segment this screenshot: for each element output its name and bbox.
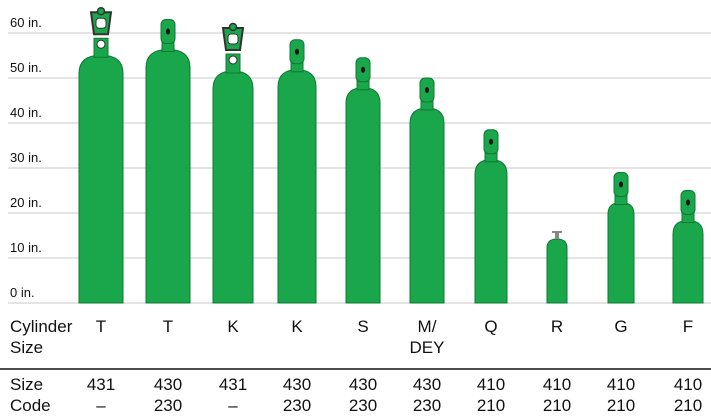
size-code: 230 — [283, 396, 311, 415]
cylinder — [607, 172, 635, 304]
size-code: 210 — [543, 396, 571, 415]
size-code: 230 — [349, 396, 377, 415]
valve-window — [227, 33, 239, 45]
cylinder — [672, 190, 704, 304]
size-code: 230 — [413, 396, 441, 415]
cylinder-body — [145, 48, 191, 304]
valve-dot — [295, 48, 299, 55]
size-code: 431 — [87, 375, 115, 394]
cylinder — [212, 22, 254, 304]
cylinder — [78, 7, 124, 304]
cylinder-size: Q — [484, 317, 497, 336]
cylinder-body — [78, 54, 124, 304]
cylinder-body — [409, 107, 445, 304]
size-code: 230 — [154, 396, 182, 415]
valve-dot — [361, 66, 365, 73]
y-tick-label: 30 in. — [10, 150, 42, 165]
cylinder-body — [672, 219, 704, 304]
y-tick-label: 0 in. — [10, 285, 35, 300]
size-code: 430 — [154, 375, 182, 394]
size-code: 210 — [607, 396, 635, 415]
size-code: 210 — [674, 396, 702, 415]
valve-stem — [555, 231, 559, 239]
valve-dot — [686, 199, 690, 206]
cylinder-body — [607, 201, 635, 304]
row-label: Size Code — [10, 375, 51, 415]
cylinder-size: G — [614, 317, 627, 336]
row-label: Cylinder Size — [10, 317, 73, 357]
cylinder-size: K — [227, 317, 239, 336]
valve-dot — [489, 138, 493, 145]
cylinder-size: K — [291, 317, 303, 336]
cylinder-size: T — [96, 317, 106, 336]
y-tick-label: 60 in. — [10, 15, 42, 30]
cylinder-body — [474, 159, 508, 304]
size-code: 410 — [674, 375, 702, 394]
size-code: 430 — [413, 375, 441, 394]
size-code: 210 — [477, 396, 505, 415]
cylinder — [474, 129, 508, 304]
cylinder-size: T — [163, 317, 173, 336]
size-code: – — [96, 396, 106, 415]
cylinder — [546, 231, 568, 304]
size-code: – — [228, 396, 238, 415]
valve-dot — [425, 87, 429, 93]
valve-window — [95, 17, 107, 29]
valve-knob — [96, 7, 106, 16]
valve-top — [552, 231, 562, 233]
size-code: 430 — [349, 375, 377, 394]
valve-knob — [228, 22, 238, 32]
cylinder-size: F — [683, 317, 693, 336]
size-code: 410 — [477, 375, 505, 394]
valve-port — [228, 55, 238, 65]
cylinder — [145, 19, 191, 304]
cylinder-size: S — [357, 317, 368, 336]
valve-dot — [619, 181, 623, 188]
valve-port — [96, 39, 106, 49]
cylinder-body — [345, 87, 381, 304]
cylinder — [277, 39, 317, 304]
y-tick-label: 20 in. — [10, 195, 42, 210]
cylinder-body — [212, 70, 254, 304]
y-tick-label: 10 in. — [10, 240, 42, 255]
y-tick-label: 40 in. — [10, 105, 42, 120]
cylinder-body — [546, 238, 568, 304]
size-code: 410 — [543, 375, 571, 394]
size-code: 430 — [283, 375, 311, 394]
valve-dot — [166, 28, 170, 35]
y-tick-label: 50 in. — [10, 60, 42, 75]
cylinder-size: M/DEY — [410, 317, 445, 357]
cylinder — [345, 57, 381, 304]
size-code: 410 — [607, 375, 635, 394]
cylinder-body — [277, 69, 317, 304]
size-code: 431 — [219, 375, 247, 394]
cylinder-size: R — [551, 317, 563, 336]
cylinder — [409, 77, 445, 304]
